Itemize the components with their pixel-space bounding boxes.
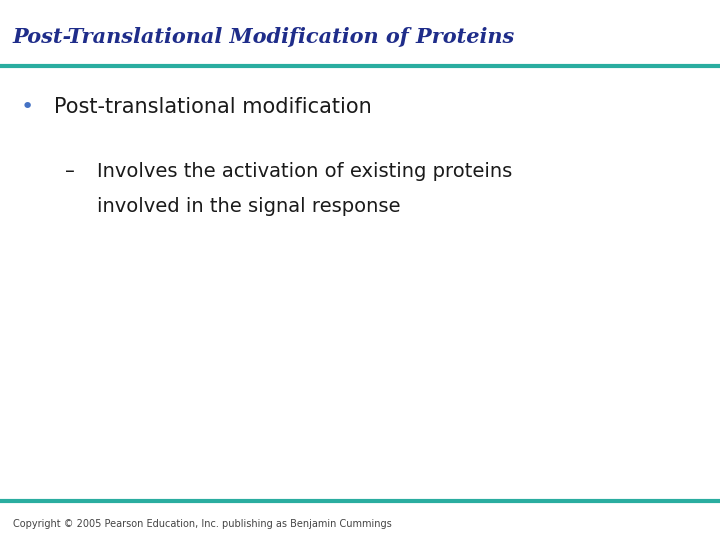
Text: Involves the activation of existing proteins: Involves the activation of existing prot…	[97, 162, 513, 181]
Text: •: •	[20, 97, 33, 117]
Text: involved in the signal response: involved in the signal response	[97, 197, 401, 216]
Text: Copyright © 2005 Pearson Education, Inc. publishing as Benjamin Cummings: Copyright © 2005 Pearson Education, Inc.…	[13, 519, 392, 529]
Text: –: –	[65, 162, 75, 181]
Text: Post-Translational Modification of Proteins: Post-Translational Modification of Prote…	[13, 27, 516, 47]
Text: Post-translational modification: Post-translational modification	[54, 97, 372, 117]
